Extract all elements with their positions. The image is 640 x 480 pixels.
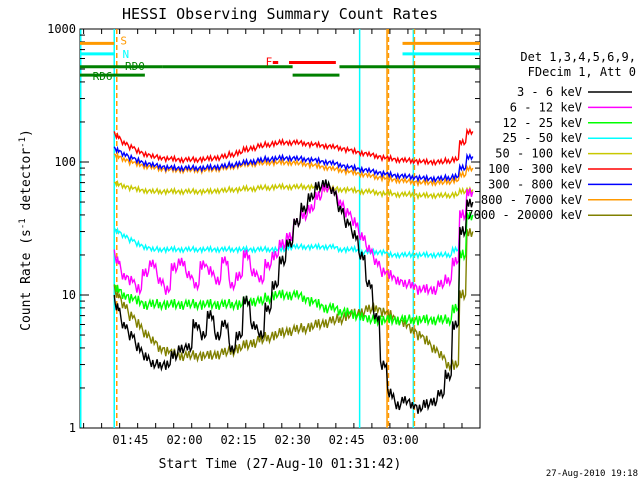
legend-entry-label: 800 - 7000 keV: [481, 193, 582, 207]
x-tick-label: 02:30: [275, 433, 311, 447]
series-line-3: [113, 211, 474, 260]
legend-entry-label: 12 - 25 keV: [503, 116, 582, 130]
plot-frame: [79, 28, 481, 429]
series-line-7: [113, 151, 474, 188]
x-tick-label: 01:45: [112, 433, 148, 447]
series-line-6: [113, 145, 474, 184]
series-line-0: [113, 179, 474, 414]
legend-entry-label: 3 - 6 keV: [517, 85, 582, 99]
series-line-5: [113, 127, 474, 167]
legend-entry-label: 50 - 100 keV: [495, 147, 582, 161]
legend-entry-label: 7000 - 20000 keV: [466, 208, 582, 222]
legend-header-line2: FDecim 1, Att 0: [528, 65, 636, 79]
y-tick-label: 10: [62, 288, 76, 302]
x-axis-label: Start Time (27-Aug-10 01:31:42): [159, 457, 402, 472]
series-line-1: [113, 183, 474, 297]
legend-entry-label: 100 - 300 keV: [488, 162, 582, 176]
state-label-n: N: [123, 48, 130, 61]
state-label-rd6: RD6: [93, 70, 113, 83]
series-line-4: [114, 179, 474, 201]
x-tick-label: 02:45: [329, 433, 365, 447]
legend-entry-label: 6 - 12 keV: [510, 100, 582, 114]
legend: Det 1,3,4,5,6,9, FDecim 1, Att 0 3 - 6 k…: [466, 50, 636, 222]
legend-header-line1: Det 1,3,4,5,6,9,: [520, 50, 636, 64]
state-label-f: F: [266, 55, 273, 68]
x-tick-label: 02:00: [166, 433, 202, 447]
timestamp: 27-Aug-2010 19:18: [546, 469, 638, 479]
y-tick-label: 1000: [47, 22, 76, 36]
chart-title: HESSI Observing Summary Count Rates: [122, 5, 438, 23]
y-tick-label: 1: [69, 421, 76, 435]
y-tick-label: 100: [54, 155, 76, 169]
legend-entry-label: 300 - 800 keV: [488, 177, 582, 191]
state-label-rd0: RD0: [125, 60, 145, 73]
plot-area: 1 10 100 1000 01:45 02:00 02:15 02:30 02:45 03:00…: [47, 22, 481, 447]
state-label-s: S: [120, 34, 127, 47]
x-tick-label: 03:00: [383, 433, 419, 447]
x-tick-label: 02:15: [220, 433, 256, 447]
series-line-2: [113, 211, 474, 328]
legend-entry-label: 25 - 50 keV: [503, 131, 582, 145]
y-axis-label: Count Rate (s-1 detector-1): [18, 129, 34, 331]
